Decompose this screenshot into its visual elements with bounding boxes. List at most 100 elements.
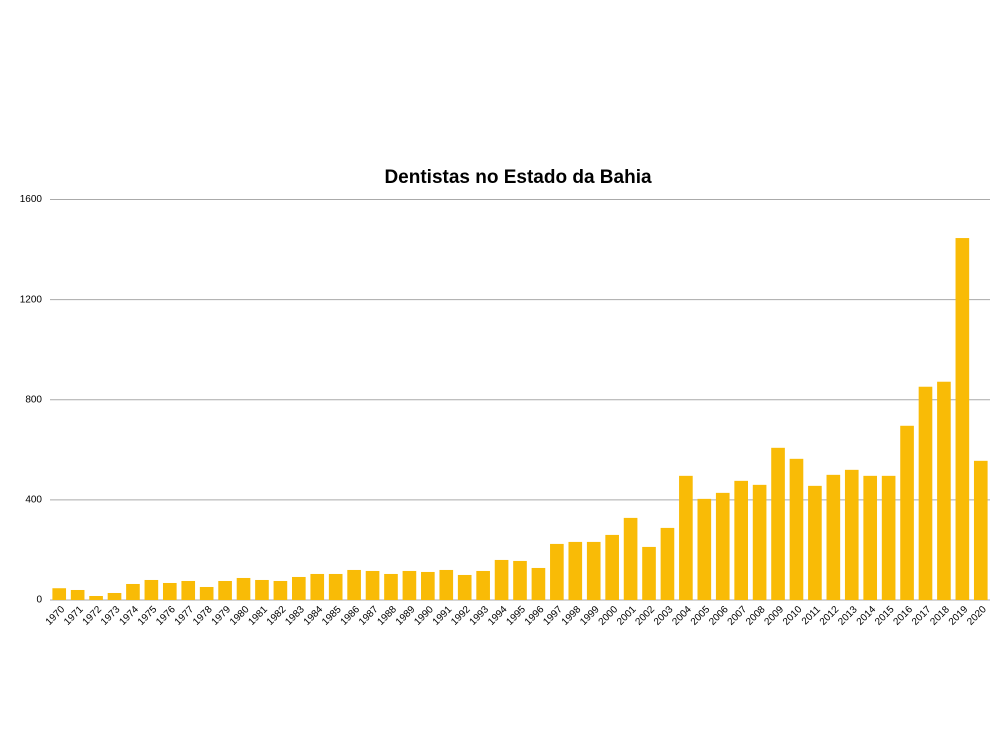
x-tick-label: 1998 [560, 604, 584, 628]
x-tick-label: 2020 [965, 604, 989, 628]
bar [236, 577, 251, 600]
x-tick-label: 1988 [375, 604, 399, 628]
bar [752, 484, 767, 600]
x-tick-label: 1982 [265, 604, 289, 628]
x-tick-label: 1986 [339, 604, 363, 628]
x-tick-label: 2004 [670, 604, 694, 628]
bar [531, 567, 546, 600]
bar [70, 589, 85, 600]
x-tick-label: 1980 [228, 604, 252, 628]
bar [310, 573, 325, 600]
bar [126, 583, 140, 600]
x-tick-label: 1993 [468, 604, 492, 628]
x-tick-label: 2010 [781, 604, 805, 628]
y-tick-label: 400 [25, 495, 42, 506]
bar [89, 595, 103, 600]
bar [973, 460, 988, 600]
x-tick-label: 2018 [928, 604, 952, 628]
x-tick-label: 1994 [486, 604, 510, 628]
x-tick-label: 1974 [117, 604, 141, 628]
bar [863, 475, 878, 600]
bar [642, 546, 656, 600]
bar [918, 386, 933, 600]
x-tick-label: 1976 [154, 604, 178, 628]
bar [476, 570, 490, 600]
x-tick-label: 2009 [763, 604, 787, 628]
x-tick-label: 1971 [62, 604, 86, 628]
bar [715, 492, 730, 600]
x-tick-label: 2001 [615, 604, 639, 628]
bar [328, 573, 343, 600]
bar [421, 571, 435, 600]
bar [568, 541, 583, 600]
bar [218, 580, 232, 600]
bar [347, 569, 361, 600]
bar [955, 238, 970, 600]
y-tick-label: 1600 [20, 194, 43, 205]
bar [826, 474, 841, 600]
bar [550, 543, 564, 600]
x-tick-label: 2014 [855, 604, 879, 628]
bar [789, 458, 804, 600]
x-tick-label: 2013 [836, 604, 860, 628]
y-tick-label: 800 [25, 394, 42, 405]
x-tick-label: 1973 [99, 604, 123, 628]
x-tick-label: 2017 [910, 604, 934, 628]
x-tick-label: 2011 [800, 604, 823, 627]
bar [494, 559, 509, 600]
x-tick-label: 1989 [394, 604, 418, 628]
bar [292, 576, 306, 600]
bar [52, 588, 67, 600]
x-tick-label: 1981 [246, 604, 270, 628]
x-tick-label: 1997 [541, 604, 565, 628]
bar [162, 582, 177, 600]
bar [273, 580, 288, 600]
x-tick-label: 2019 [947, 604, 971, 628]
bar [605, 534, 619, 600]
x-tick-label: 2006 [707, 604, 731, 628]
bar [586, 541, 601, 600]
x-tick-label: 1979 [210, 604, 234, 628]
bar [513, 560, 527, 600]
x-tick-label: 2005 [689, 604, 713, 628]
x-tick-label: 2003 [652, 604, 676, 628]
bar [734, 480, 748, 600]
x-tick-label: 1985 [320, 604, 344, 628]
bar [623, 517, 638, 600]
y-tick-label: 0 [36, 595, 42, 606]
bar [365, 570, 380, 600]
bar [402, 570, 417, 600]
bar [660, 527, 675, 600]
x-tick-label: 1992 [449, 604, 473, 628]
x-tick-label: 2002 [633, 604, 657, 628]
x-tick-label: 1970 [44, 604, 68, 628]
x-tick-label: 2008 [744, 604, 768, 628]
bar [107, 592, 122, 600]
bar [181, 580, 196, 600]
bar [771, 447, 785, 600]
x-tick-label: 1990 [412, 604, 436, 628]
x-tick-label: 1991 [431, 604, 455, 628]
x-tick-label: 2000 [597, 604, 621, 628]
x-tick-label: 1987 [357, 604, 381, 628]
x-tick-label: 1996 [523, 604, 547, 628]
bar [679, 475, 693, 600]
y-tick-label: 1200 [20, 294, 43, 305]
bar [457, 574, 472, 600]
x-tick-label: 1995 [504, 604, 528, 628]
x-tick-label: 1977 [173, 604, 197, 628]
bar [384, 573, 398, 600]
x-tick-label: 1984 [302, 604, 326, 628]
bar [900, 425, 914, 600]
x-tick-label: 1983 [283, 604, 307, 628]
bar [697, 498, 712, 600]
x-tick-label: 1978 [191, 604, 215, 628]
bar [881, 475, 896, 600]
bar [439, 569, 454, 600]
x-tick-label: 2007 [726, 604, 750, 628]
chart-title: Dentistas no Estado da Bahia [384, 167, 652, 188]
x-tick-label: 2012 [818, 604, 842, 628]
x-tick-label: 2015 [873, 604, 897, 628]
bar [199, 586, 214, 600]
